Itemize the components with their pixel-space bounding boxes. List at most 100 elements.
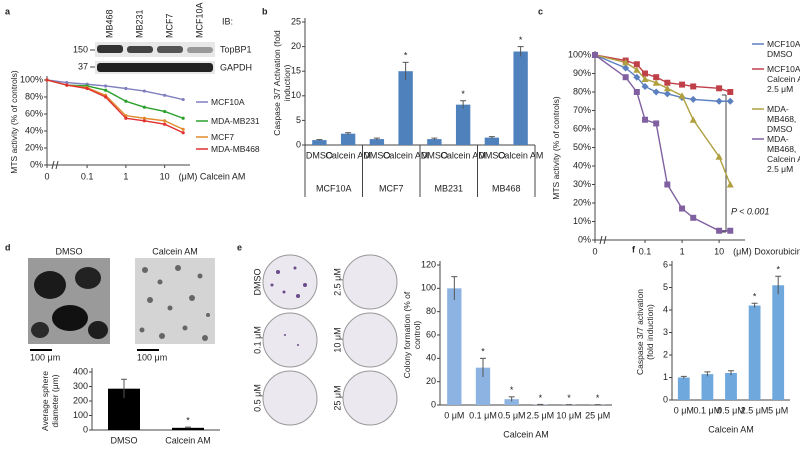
point bbox=[163, 122, 167, 126]
blot-row-label: TopBP1 bbox=[220, 44, 252, 54]
point bbox=[633, 89, 640, 95]
point bbox=[679, 205, 686, 212]
panel-label: b bbox=[262, 6, 268, 16]
y-tick-label: 100% bbox=[20, 74, 43, 84]
point bbox=[653, 120, 660, 127]
blot-row-label: GAPDH bbox=[220, 62, 252, 72]
point bbox=[181, 97, 185, 102]
x-tick-label: 2.5 μM bbox=[526, 410, 554, 420]
dishes bbox=[262, 254, 398, 426]
x-tick-label: 10 bbox=[160, 171, 170, 181]
point bbox=[664, 79, 671, 86]
y-tick-label: 60 bbox=[426, 329, 436, 339]
point bbox=[142, 105, 146, 109]
panel-label: e bbox=[237, 242, 242, 252]
sphere bbox=[88, 321, 108, 339]
x-tick-label: 0.5 μM bbox=[717, 405, 745, 415]
significance-marker: * bbox=[519, 35, 523, 45]
point bbox=[642, 70, 649, 77]
point bbox=[727, 89, 734, 95]
x-tick-label: 0.1 μM bbox=[469, 410, 497, 420]
y-axis-label: MTS activity (% of controls) bbox=[551, 96, 561, 200]
lane-label: MB468 bbox=[104, 9, 114, 38]
significance-marker: * bbox=[481, 347, 485, 357]
point bbox=[163, 119, 167, 123]
point bbox=[652, 79, 660, 86]
y-tick-label: 0% bbox=[578, 234, 591, 244]
significance-marker: * bbox=[776, 265, 780, 275]
y-tick-label: 300 bbox=[73, 381, 88, 391]
x-tick-label: 0 bbox=[44, 171, 49, 181]
point bbox=[715, 97, 723, 105]
point bbox=[104, 84, 108, 88]
significance-marker: * bbox=[753, 292, 757, 302]
point bbox=[181, 127, 185, 131]
y-tick-label: 80 bbox=[426, 306, 436, 316]
legend-label: MCF10A bbox=[211, 97, 245, 107]
y-tick-label: 0 bbox=[296, 139, 301, 149]
x-axis-label: (μM) Calcein AM bbox=[179, 171, 246, 181]
point bbox=[142, 116, 146, 120]
point bbox=[715, 153, 723, 160]
point bbox=[726, 97, 734, 105]
x-tick-label: 0 bbox=[592, 246, 597, 256]
point bbox=[690, 214, 697, 221]
sphere bbox=[34, 271, 66, 299]
series-line bbox=[594, 54, 731, 232]
bar bbox=[369, 139, 385, 145]
colonies bbox=[270, 266, 307, 346]
y-tick-label: 90% bbox=[573, 68, 591, 78]
point bbox=[592, 52, 598, 58]
x-tick-label: 25 μM bbox=[585, 410, 610, 420]
significance-marker: * bbox=[404, 51, 408, 61]
group-label: MB231 bbox=[434, 183, 463, 193]
dish-label: 0.5 μM bbox=[252, 384, 262, 412]
x-tick-label: DMSO bbox=[363, 150, 390, 160]
bar bbox=[504, 399, 519, 405]
x-axis-label: Calcein AM bbox=[503, 429, 549, 439]
y-axis-label: Colony formation (% of control) bbox=[402, 291, 422, 379]
bar bbox=[513, 51, 528, 145]
point bbox=[45, 78, 49, 82]
blot-band bbox=[157, 46, 183, 53]
point bbox=[641, 82, 649, 90]
bar bbox=[725, 373, 737, 400]
x-tick-label: Calcein AM bbox=[165, 435, 211, 445]
bar bbox=[427, 139, 442, 145]
significance-marker: * bbox=[596, 393, 600, 403]
y-tick-label: 200 bbox=[73, 395, 88, 405]
y-tick-label: 25 bbox=[291, 16, 301, 26]
axis-break bbox=[51, 160, 55, 170]
blot-band bbox=[127, 46, 153, 53]
legend-label: MCF7 bbox=[211, 132, 235, 142]
scale-bar-label: 100 μm bbox=[30, 352, 60, 362]
point bbox=[716, 227, 723, 234]
axis-break bbox=[599, 235, 603, 245]
series-line bbox=[594, 54, 731, 185]
point bbox=[689, 116, 697, 123]
group-label: MCF7 bbox=[379, 183, 404, 193]
significance-marker: * bbox=[186, 415, 190, 425]
point bbox=[104, 95, 108, 99]
point bbox=[622, 58, 630, 66]
image-label: DMSO bbox=[56, 246, 83, 256]
axis-break bbox=[603, 235, 607, 245]
x-tick-label: 0 μM bbox=[444, 410, 464, 420]
y-axis-label: MTS activity (% of controls) bbox=[9, 70, 19, 174]
significance-marker: * bbox=[567, 393, 571, 403]
point bbox=[689, 95, 697, 103]
y-tick-label: 60% bbox=[25, 108, 43, 118]
x-tick-label: Calcein AM bbox=[440, 150, 486, 160]
lane-label: MB231 bbox=[134, 9, 144, 38]
y-tick-label: 20% bbox=[573, 197, 591, 207]
series-line bbox=[46, 79, 184, 134]
blot-membrane bbox=[95, 42, 215, 57]
x-tick-label: 0.1 bbox=[639, 246, 652, 256]
bar bbox=[340, 133, 356, 145]
lane-label: MCF10A bbox=[194, 2, 204, 38]
x-tick-label: 0.1 bbox=[81, 171, 94, 181]
point bbox=[163, 93, 167, 97]
significance-marker: * bbox=[539, 393, 543, 403]
y-tick-label: 20 bbox=[426, 376, 436, 386]
group-label: MCF10A bbox=[316, 183, 352, 193]
